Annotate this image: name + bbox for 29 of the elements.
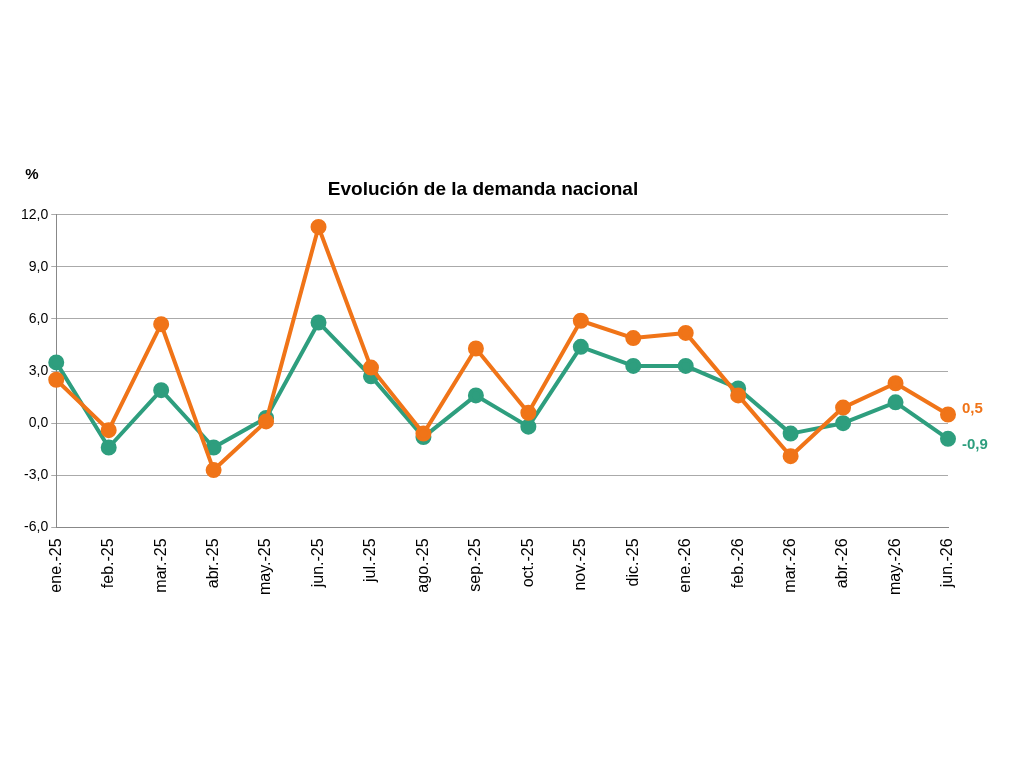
- x-tick-label: may.-26: [885, 538, 903, 595]
- x-tick-label: feb.-25: [99, 538, 117, 589]
- y-tick-label: 9,0: [28, 257, 49, 274]
- x-tick-label: jun.-26: [938, 538, 956, 589]
- x-tick-label: mar.-25: [151, 538, 169, 593]
- y-tick-label: 0,0: [28, 414, 49, 431]
- y-tick-label: -3,0: [24, 466, 49, 483]
- x-tick-label: feb.-26: [728, 538, 746, 589]
- x-tick-label: jun.-25: [308, 538, 326, 589]
- data-label: 0,5: [962, 398, 983, 416]
- x-tick-label: ene.-26: [676, 538, 694, 593]
- chart-title: Evolución de la demanda nacional: [327, 177, 639, 199]
- data-label: -0,9: [962, 434, 988, 452]
- x-tick-label: jul.-25: [361, 538, 379, 583]
- x-tick-label: mar.-26: [781, 538, 799, 593]
- y-tick-label: 12,0: [21, 205, 49, 222]
- x-tick-label: abr.-26: [833, 538, 851, 589]
- x-tick-label: dic.-25: [623, 538, 641, 587]
- x-tick-label: may.-25: [256, 538, 274, 595]
- x-tick-label: ene.-25: [46, 538, 64, 593]
- x-tick-label: abr.-25: [204, 538, 222, 589]
- x-tick-label: nov.-25: [571, 538, 589, 591]
- x-tick-label: sep.-25: [466, 538, 484, 592]
- y-tick-label: 6,0: [28, 309, 49, 326]
- y-tick-label: 3,0: [28, 361, 49, 378]
- x-tick-label: oct.-25: [518, 538, 536, 588]
- y-tick-label: -6,0: [24, 518, 49, 535]
- x-tick-label: ago.-25: [413, 538, 431, 593]
- y-axis-title: %: [25, 164, 39, 182]
